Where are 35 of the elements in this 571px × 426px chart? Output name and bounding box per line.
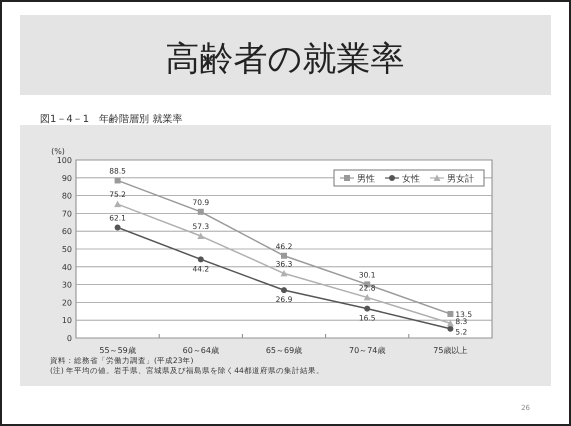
chart-title: 高齢者の就業率 <box>166 39 404 79</box>
y-tick-label: 80 <box>62 192 72 201</box>
point <box>281 252 287 259</box>
point <box>198 256 204 262</box>
point <box>447 310 454 317</box>
point <box>364 306 370 312</box>
y-axis-title: (%) <box>51 147 65 156</box>
x-tick-label: 55～59歳 <box>99 346 136 355</box>
point <box>446 320 454 326</box>
point <box>447 326 454 332</box>
x-tick-label: 70～74歳 <box>349 346 386 355</box>
x-tick-label: 60～64歳 <box>182 346 219 355</box>
x-tick-label: 75歳以上 <box>433 346 468 355</box>
y-tick-label: 30 <box>62 280 72 290</box>
y-tick-label: 20 <box>62 298 72 308</box>
y-tick-label: 10 <box>62 316 72 326</box>
point <box>114 224 121 230</box>
y-tick-label: 90 <box>62 174 72 183</box>
y-tick-label: 0 <box>66 334 72 343</box>
point <box>280 270 288 276</box>
chart-subtitle: 図1－4－1 年齢階層別 就業率 <box>40 113 182 125</box>
point <box>197 232 204 240</box>
legend-label: 男女計 <box>447 174 474 184</box>
x-tick-label: 65～69歳 <box>266 346 302 355</box>
y-tick-label: 50 <box>62 245 72 254</box>
legend-label: 男性 <box>357 174 375 184</box>
point <box>198 208 204 215</box>
y-tick-label: 100 <box>56 156 72 165</box>
legend-label: 女性 <box>402 174 420 184</box>
y-tick-label: 60 <box>62 227 72 236</box>
point <box>281 287 287 294</box>
point <box>114 200 122 208</box>
y-tick-label: 40 <box>62 262 72 272</box>
point <box>364 294 371 300</box>
y-tick-label: 70 <box>62 209 72 218</box>
